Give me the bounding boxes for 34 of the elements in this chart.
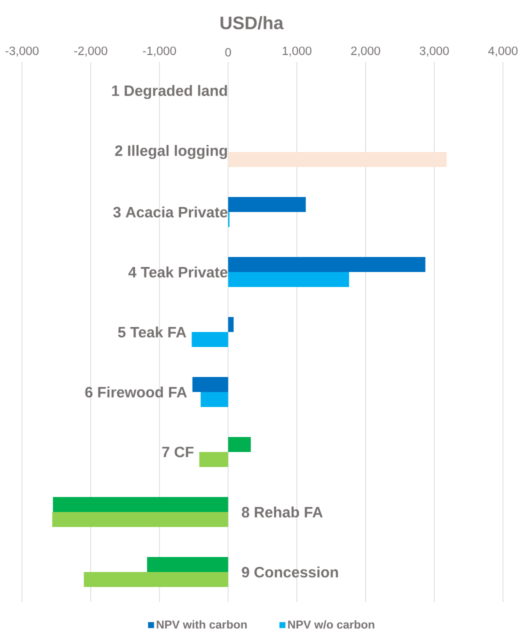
y-tick-label: 5 Teak FA [118,326,186,338]
bar [192,377,228,392]
bar [228,257,426,272]
bar [228,197,306,212]
bar [52,497,228,512]
y-tick-label: 1 Degraded land [112,84,227,100]
bar [84,572,228,588]
bar [228,437,251,452]
x-axis-title: USD/ha [220,16,284,30]
bar [147,557,228,572]
legend-label: NPV w/o carbon [288,620,374,629]
y-tick-label: 7 CF [162,446,194,458]
x-tick-label: 0 [225,48,232,56]
bar [52,512,228,528]
x-tick-label: 2,000 [351,46,380,56]
x-tick-label: 3,000 [420,46,449,56]
legend-label: NPV with carbon [156,620,247,629]
x-tick-label: -2,000 [74,46,108,56]
y-tick-label: 6 Firewood FA [85,386,187,398]
bar [228,317,234,332]
bar [199,452,228,468]
x-tick-label: 4,000 [488,46,518,56]
y-tick-label: 3 Acacia Private [113,206,228,218]
y-tick-label: 2 Illegal logging [115,144,227,160]
bar [192,332,228,348]
bar [200,392,228,408]
x-tick-label: 1,000 [282,46,312,56]
bar [228,272,350,288]
y-tick-label: 4 Teak Private [128,266,228,278]
bar [228,152,447,168]
y-tick-label: 9 Concession [242,566,338,578]
x-tick-label: -1,000 [142,46,176,56]
y-tick-label: 8 Rehab FA [242,506,323,518]
x-tick-label: -3,000 [6,46,39,56]
